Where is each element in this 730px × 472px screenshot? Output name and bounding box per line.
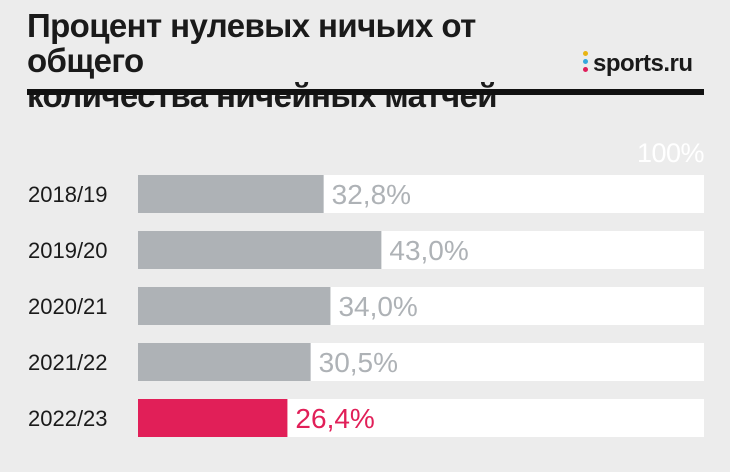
bar — [138, 399, 288, 437]
title-line-1: Процент нулевых ничьих от общего — [27, 7, 476, 79]
logo-dot-red — [583, 67, 588, 72]
bar-row: 2021/22 30,5% — [28, 343, 704, 381]
logo-text: sports.ru — [593, 50, 693, 77]
bar — [138, 287, 331, 325]
logo-dot-yellow — [583, 51, 588, 56]
bar-row: 2019/20 43,0% — [28, 231, 704, 269]
category-label: 2019/20 — [28, 238, 108, 263]
category-label: 2020/21 — [28, 294, 108, 319]
bar — [138, 231, 382, 269]
category-label: 2022/23 — [28, 406, 108, 431]
bar — [138, 175, 324, 213]
value-label: 43,0% — [389, 235, 468, 266]
category-label: 2021/22 — [28, 350, 108, 375]
bar-row: 2018/19 32,8% — [28, 175, 704, 213]
bar-row: 2020/21 34,0% — [28, 287, 704, 325]
category-label: 2018/19 — [28, 182, 108, 207]
sports-ru-logo: sports.ru — [583, 49, 693, 79]
value-label: 34,0% — [338, 291, 417, 322]
bar — [138, 343, 311, 381]
title-divider — [27, 89, 704, 95]
chart-title: Процент нулевых ничьих от общего количес… — [27, 8, 587, 113]
max-value-label: 100% — [636, 138, 705, 168]
logo-dots-icon — [583, 49, 589, 79]
bar-row: 2022/23 26,4% — [28, 399, 704, 437]
title-line-2: количества ничейных матчей — [27, 77, 498, 114]
logo-dot-blue — [583, 59, 588, 64]
value-label: 26,4% — [295, 403, 374, 434]
value-label: 30,5% — [319, 347, 398, 378]
value-label: 32,8% — [332, 179, 411, 210]
